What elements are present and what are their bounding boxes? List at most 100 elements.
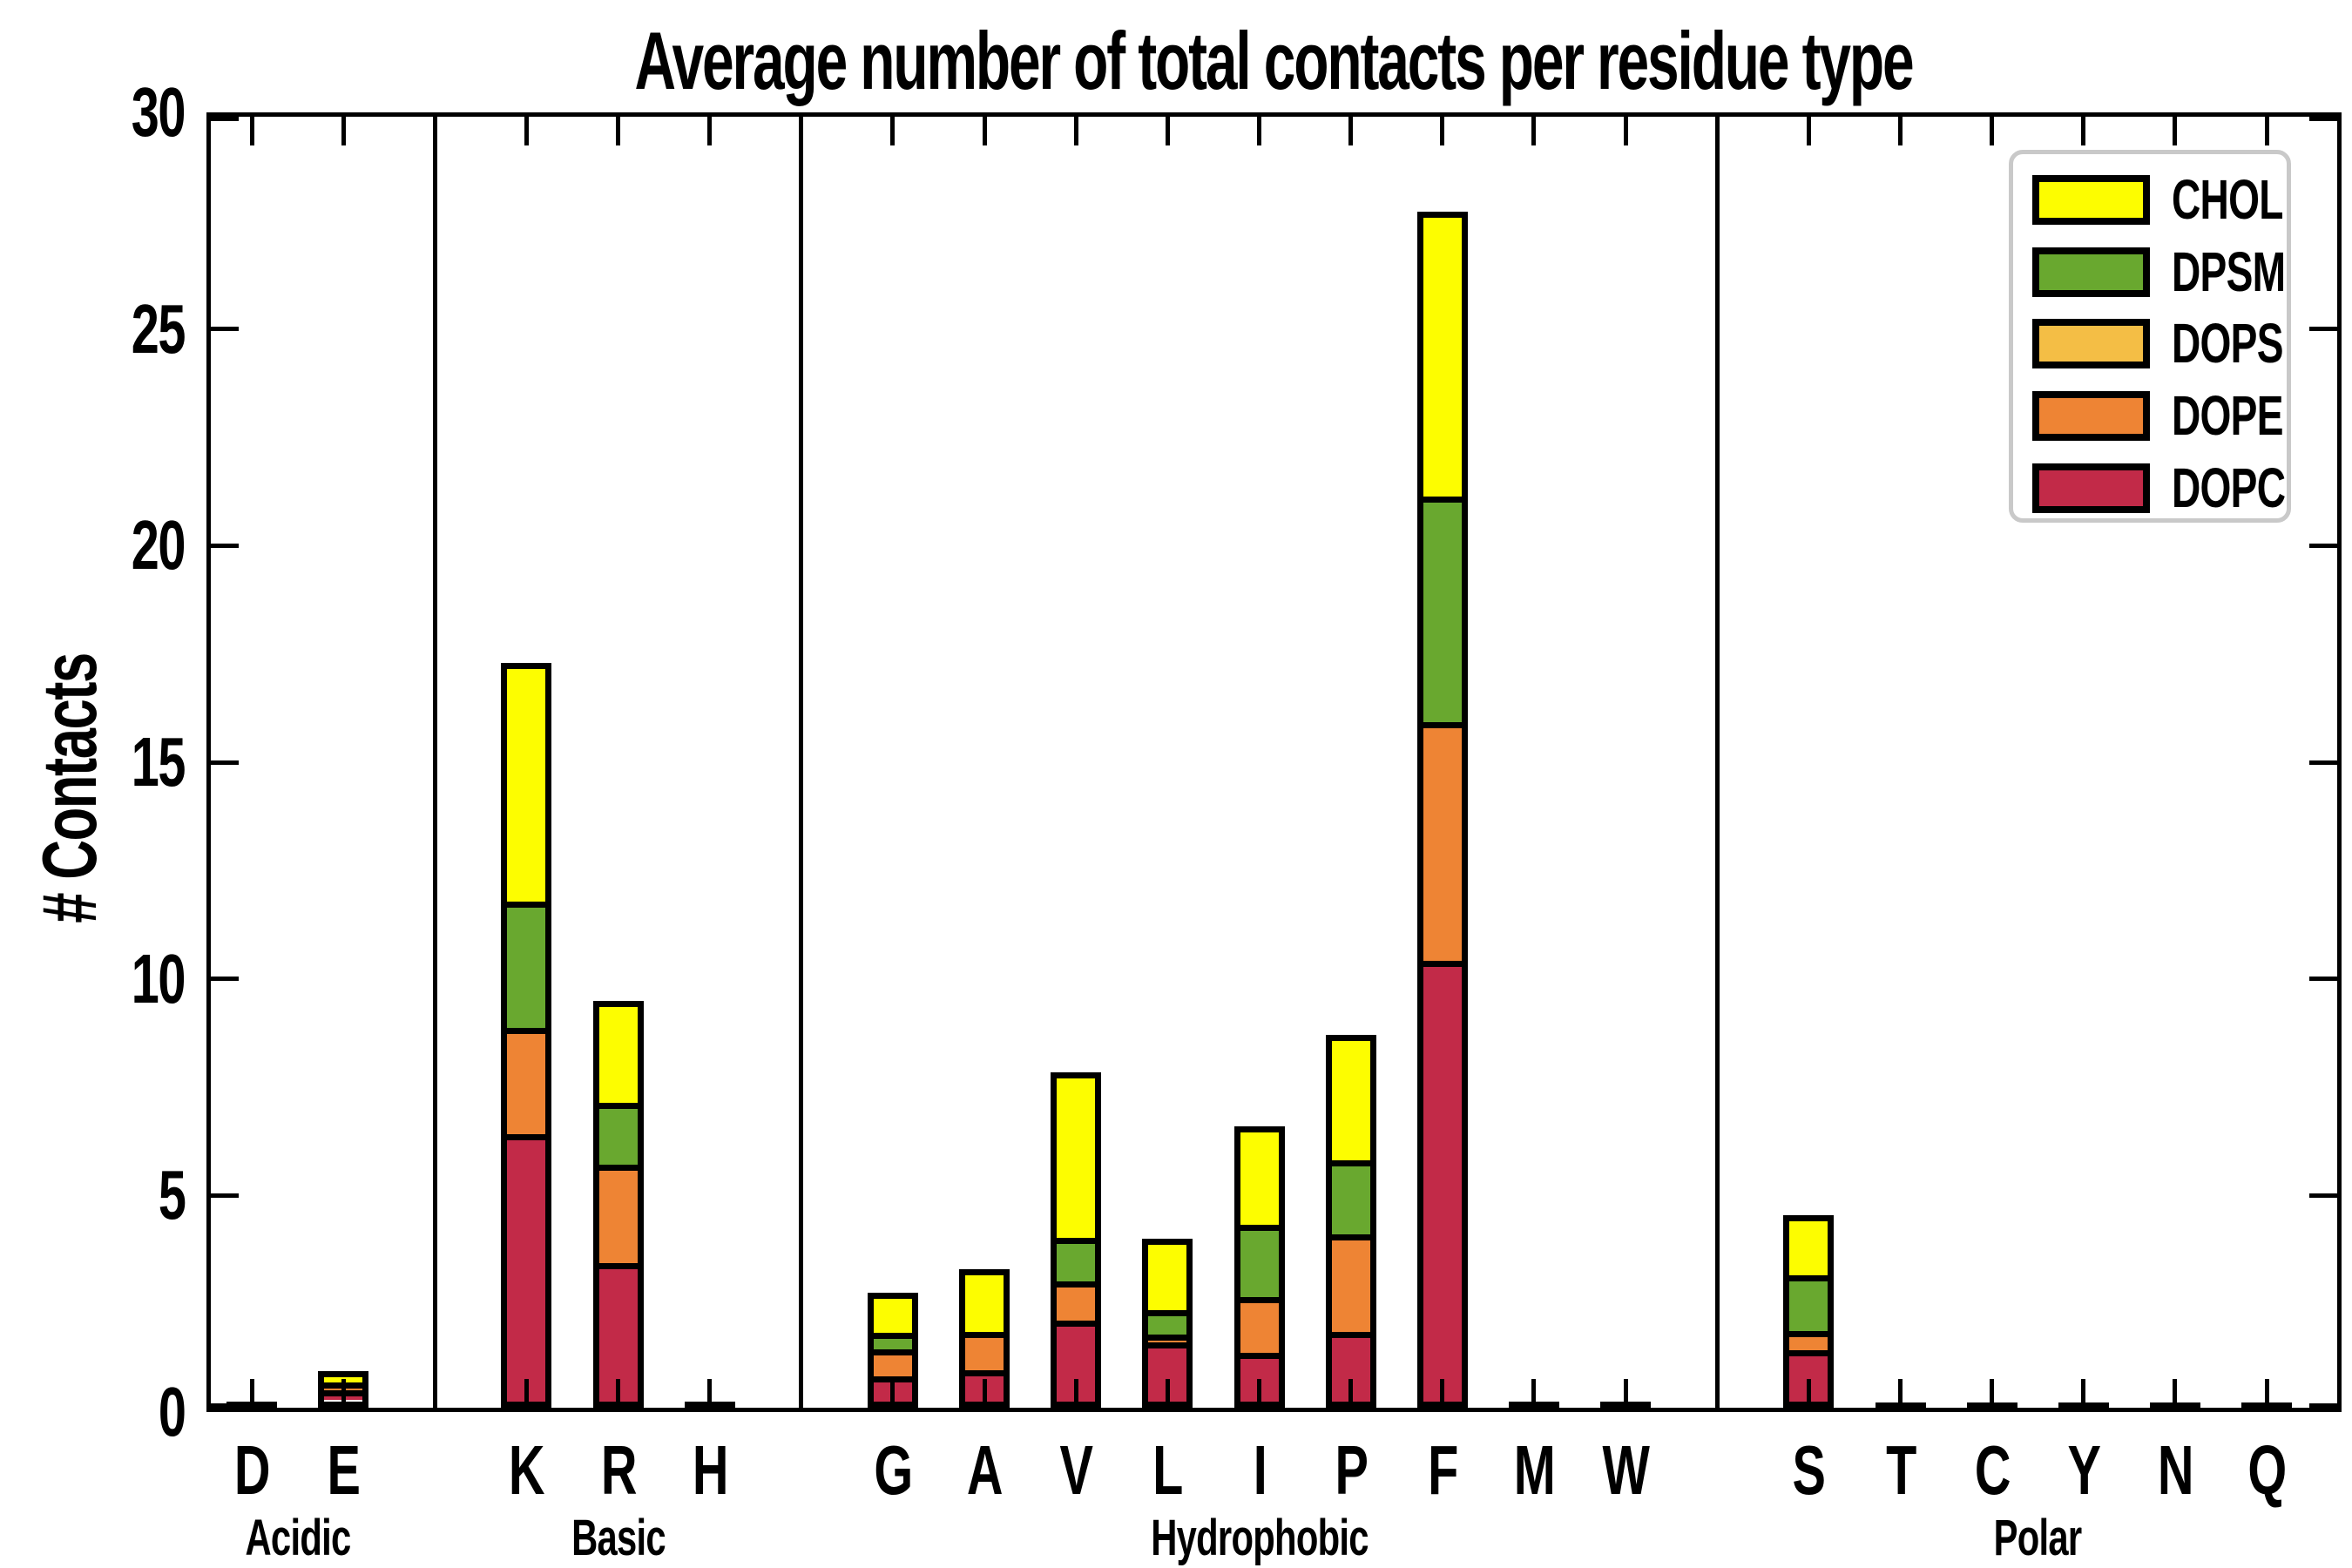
y-tick-label-15: 15 — [131, 723, 186, 801]
legend-box: CHOL DPSM DOPS DOPE DOPC — [2009, 150, 2291, 523]
bar-A-segment-CHOL — [965, 1274, 1004, 1333]
group-divider — [1714, 117, 1720, 1408]
x-tick-top-Y — [2081, 117, 2086, 145]
x-label-S: S — [1792, 1431, 1826, 1509]
bar-S — [1783, 1214, 1835, 1408]
bar-R-segment-DPSM — [598, 1102, 638, 1166]
x-label-Y: Y — [2067, 1431, 2100, 1509]
bar-K-segment-CHOL — [507, 668, 546, 902]
x-tick-bottom-H — [707, 1379, 713, 1408]
bar-R-segment-DOPE — [598, 1165, 638, 1264]
y-tick-right-30 — [2309, 117, 2337, 121]
bar-G-segment-CHOL — [873, 1299, 912, 1333]
group-divider — [432, 117, 437, 1408]
bar-F-segment-DPSM — [1423, 497, 1462, 723]
x-tick-top-C — [1990, 117, 1995, 145]
y-tick-right-25 — [2309, 327, 2337, 332]
bar-V-segment-CHOL — [1057, 1078, 1096, 1238]
x-tick-top-K — [524, 117, 529, 145]
group-label-polar: Polar — [1993, 1510, 2083, 1566]
y-tick-left-25 — [211, 327, 239, 332]
x-tick-top-A — [982, 117, 987, 145]
y-tick-left-15 — [211, 760, 239, 765]
x-tick-top-D — [249, 117, 254, 145]
y-tick-label-10: 10 — [131, 939, 186, 1017]
bar-V-segment-DOPE — [1057, 1281, 1096, 1321]
x-label-C: C — [1974, 1431, 2011, 1509]
bar-K-segment-DOPE — [507, 1028, 546, 1134]
x-tick-bottom-R — [616, 1379, 621, 1408]
x-tick-bottom-V — [1073, 1379, 1078, 1408]
legend-swatch-DOPS — [2032, 319, 2150, 369]
bar-F — [1416, 212, 1468, 1408]
x-tick-bottom-K — [524, 1379, 529, 1408]
bar-P-segment-DPSM — [1331, 1160, 1370, 1234]
y-tick-label-30: 30 — [131, 73, 186, 151]
bar-R-segment-DOPC — [598, 1263, 638, 1402]
x-label-I: I — [1253, 1431, 1267, 1509]
bar-L-segment-CHOL — [1148, 1245, 1187, 1311]
x-tick-top-S — [1806, 117, 1811, 145]
y-tick-left-5 — [211, 1193, 239, 1198]
x-label-W: W — [1602, 1431, 1650, 1509]
x-label-E: E — [327, 1431, 361, 1509]
x-label-L: L — [1152, 1431, 1184, 1509]
y-tick-right-20 — [2309, 543, 2337, 548]
y-tick-right-15 — [2309, 760, 2337, 765]
x-tick-bottom-T — [1898, 1379, 1903, 1408]
y-tick-left-20 — [211, 543, 239, 548]
x-label-T: T — [1885, 1431, 1916, 1509]
x-label-F: F — [1427, 1431, 1458, 1509]
x-tick-top-N — [2173, 117, 2178, 145]
bar-G-segment-DPSM — [873, 1332, 912, 1350]
x-tick-top-Q — [2264, 117, 2269, 145]
x-label-P: P — [1335, 1431, 1368, 1509]
bar-V — [1051, 1071, 1102, 1408]
bar-S-segment-DOPE — [1789, 1331, 1828, 1350]
group-label-hydrophobic: Hydrophobic — [1150, 1510, 1369, 1566]
x-label-H: H — [692, 1431, 729, 1509]
x-label-K: K — [509, 1431, 545, 1509]
bar-I — [1233, 1125, 1285, 1408]
x-tick-bottom-I — [1257, 1379, 1262, 1408]
y-tick-left-30 — [211, 117, 239, 121]
bar-I-segment-DOPE — [1240, 1296, 1279, 1354]
legend-label-DOPS: DOPS — [2172, 312, 2283, 375]
y-tick-label-0: 0 — [158, 1373, 186, 1450]
y-tick-right-0 — [2309, 1403, 2337, 1408]
x-tick-bottom-D — [249, 1379, 254, 1408]
legend-label-CHOL: CHOL — [2172, 168, 2283, 231]
x-label-G: G — [874, 1431, 913, 1509]
x-label-R: R — [600, 1431, 637, 1509]
group-label-basic: Basic — [571, 1510, 666, 1566]
x-label-D: D — [233, 1431, 271, 1509]
y-tick-label-25: 25 — [131, 289, 186, 368]
x-label-M: M — [1513, 1431, 1556, 1509]
x-label-V: V — [1059, 1431, 1093, 1509]
x-label-A: A — [967, 1431, 1004, 1509]
y-tick-left-0 — [211, 1403, 239, 1408]
y-tick-left-10 — [211, 977, 239, 982]
x-label-Q: Q — [2247, 1431, 2287, 1509]
x-tick-top-W — [1623, 117, 1628, 145]
legend-label-DOPC: DOPC — [2172, 456, 2286, 519]
x-tick-bottom-M — [1531, 1379, 1537, 1408]
y-tick-label-20: 20 — [131, 506, 186, 585]
bar-L — [1142, 1239, 1193, 1408]
x-label-N: N — [2157, 1431, 2194, 1509]
x-tick-bottom-E — [341, 1379, 346, 1408]
bar-S-segment-CHOL — [1789, 1220, 1828, 1276]
x-tick-bottom-S — [1806, 1379, 1811, 1408]
x-tick-bottom-N — [2173, 1379, 2178, 1408]
x-tick-bottom-L — [1165, 1379, 1170, 1408]
bar-R-segment-CHOL — [598, 1006, 638, 1103]
bar-F-segment-DOPC — [1423, 960, 1462, 1402]
bar-P-segment-DOPE — [1331, 1233, 1370, 1332]
legend-swatch-DOPC — [2032, 463, 2150, 513]
group-divider — [799, 117, 804, 1408]
y-axis-label: # Contacts — [26, 653, 112, 923]
x-tick-top-R — [616, 117, 621, 145]
bar-P — [1325, 1035, 1376, 1408]
legend-swatch-CHOL — [2032, 175, 2150, 225]
x-tick-bottom-F — [1440, 1379, 1445, 1408]
